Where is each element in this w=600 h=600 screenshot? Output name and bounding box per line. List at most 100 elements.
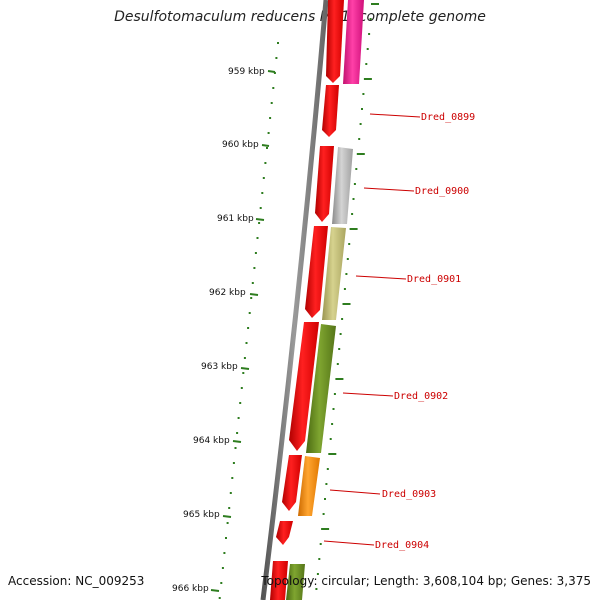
track-dot bbox=[218, 597, 221, 599]
track-dot bbox=[237, 417, 240, 419]
track-dot bbox=[253, 267, 256, 269]
track-dot bbox=[316, 573, 319, 575]
gene-label-dred-0904: Dred_0904 bbox=[375, 540, 429, 551]
track-dot bbox=[269, 117, 272, 119]
track-dot bbox=[352, 198, 355, 200]
track-dot bbox=[275, 57, 278, 59]
track-dot bbox=[226, 522, 229, 524]
track-dot bbox=[336, 363, 339, 365]
track-dot bbox=[318, 558, 321, 560]
tick-964 bbox=[232, 440, 242, 443]
leader-dred-0902 bbox=[342, 392, 394, 397]
track-dot bbox=[273, 72, 276, 74]
track-dot bbox=[365, 63, 368, 65]
track-dot bbox=[362, 93, 365, 95]
track-dot bbox=[331, 423, 334, 425]
track-dot bbox=[262, 177, 265, 179]
tick-960 bbox=[261, 144, 270, 147]
track-dot bbox=[228, 507, 231, 509]
track-dash bbox=[363, 78, 372, 80]
tick-label-963: 963 kbp bbox=[201, 362, 238, 372]
track-dash bbox=[321, 528, 330, 530]
gene-label-dred-0902: Dred_0902 bbox=[394, 391, 448, 402]
track-dot bbox=[261, 192, 264, 194]
leader-dred-0900 bbox=[363, 187, 415, 192]
tick-963 bbox=[240, 367, 250, 370]
tick-959 bbox=[267, 70, 276, 73]
track-dot bbox=[240, 387, 243, 389]
track-dot bbox=[324, 498, 326, 500]
track-dot bbox=[319, 543, 322, 545]
track-dot bbox=[248, 312, 251, 314]
track-dot bbox=[366, 48, 369, 50]
cds-arrow-4 bbox=[305, 226, 328, 318]
track-dot bbox=[351, 213, 354, 215]
tick-966 bbox=[210, 589, 220, 592]
track-dot bbox=[343, 288, 346, 290]
track-dot bbox=[333, 393, 336, 395]
cds-arrow-2 bbox=[322, 85, 339, 137]
genome-backbone bbox=[260, 0, 329, 600]
track-dot bbox=[359, 123, 362, 125]
gene-dred-0902 bbox=[306, 324, 336, 453]
track-dot bbox=[369, 18, 372, 20]
track-dash bbox=[356, 153, 365, 155]
track-dot bbox=[348, 243, 351, 245]
track-dot bbox=[267, 132, 270, 134]
track-dot bbox=[322, 513, 325, 515]
track-dot bbox=[259, 207, 262, 209]
track-dash bbox=[335, 378, 344, 380]
track-dot bbox=[329, 438, 332, 440]
cds-arrow-1 bbox=[326, 0, 344, 83]
track-dot bbox=[243, 357, 246, 359]
track-dot bbox=[264, 162, 267, 164]
track-dot bbox=[225, 537, 227, 539]
track-dot bbox=[338, 348, 341, 350]
tick-label-959: 959 kbp bbox=[228, 67, 265, 77]
tick-label-964: 964 kbp bbox=[193, 436, 230, 446]
track-dot bbox=[341, 318, 344, 320]
track-dot bbox=[229, 492, 232, 494]
track-dot bbox=[368, 33, 371, 35]
tick-label-962: 962 kbp bbox=[209, 288, 246, 298]
track-dot bbox=[245, 342, 248, 344]
cds-arrow-8 bbox=[270, 561, 288, 600]
dot-track bbox=[218, 42, 279, 599]
track-dot bbox=[256, 237, 259, 239]
track-dot bbox=[258, 222, 261, 224]
track-dot bbox=[332, 408, 335, 410]
track-dot bbox=[251, 282, 254, 284]
track-dot bbox=[242, 372, 245, 374]
track-dot bbox=[234, 447, 237, 449]
leader-dred-0901 bbox=[355, 275, 407, 280]
tick-label-960: 960 kbp bbox=[222, 140, 259, 150]
gene-label-dred-0903: Dred_0903 bbox=[382, 489, 436, 500]
track-dot bbox=[358, 138, 361, 140]
tick-962 bbox=[249, 293, 259, 296]
track-dot bbox=[247, 327, 250, 329]
cds-arrow-6 bbox=[282, 455, 302, 511]
label-leaders bbox=[323, 113, 421, 546]
track-dot bbox=[221, 567, 224, 569]
gene-label-dred-0899: Dred_0899 bbox=[421, 112, 475, 123]
tick-961 bbox=[255, 218, 265, 221]
track-dot bbox=[325, 483, 328, 485]
track-dot bbox=[239, 402, 242, 404]
track-dot bbox=[345, 273, 348, 275]
track-dash bbox=[349, 228, 358, 230]
kbp-ticks: 959 kbp 960 kbp 961 kbp 962 kbp 963 kbp … bbox=[172, 67, 276, 594]
track-dot bbox=[231, 477, 234, 479]
track-dot bbox=[232, 462, 235, 464]
track-dot bbox=[272, 87, 275, 89]
outer-tick-track bbox=[315, 3, 379, 590]
forward-cds-track bbox=[270, 0, 344, 600]
track-dot bbox=[277, 42, 279, 44]
track-dot bbox=[223, 552, 226, 554]
track-dot bbox=[339, 333, 342, 335]
track-dash bbox=[328, 453, 337, 455]
tick-label-961: 961 kbp bbox=[217, 214, 254, 224]
map-title: Desulfotomaculum reducens MI-1, complete… bbox=[114, 9, 486, 25]
track-dot bbox=[250, 297, 253, 299]
track-dot bbox=[355, 168, 358, 170]
